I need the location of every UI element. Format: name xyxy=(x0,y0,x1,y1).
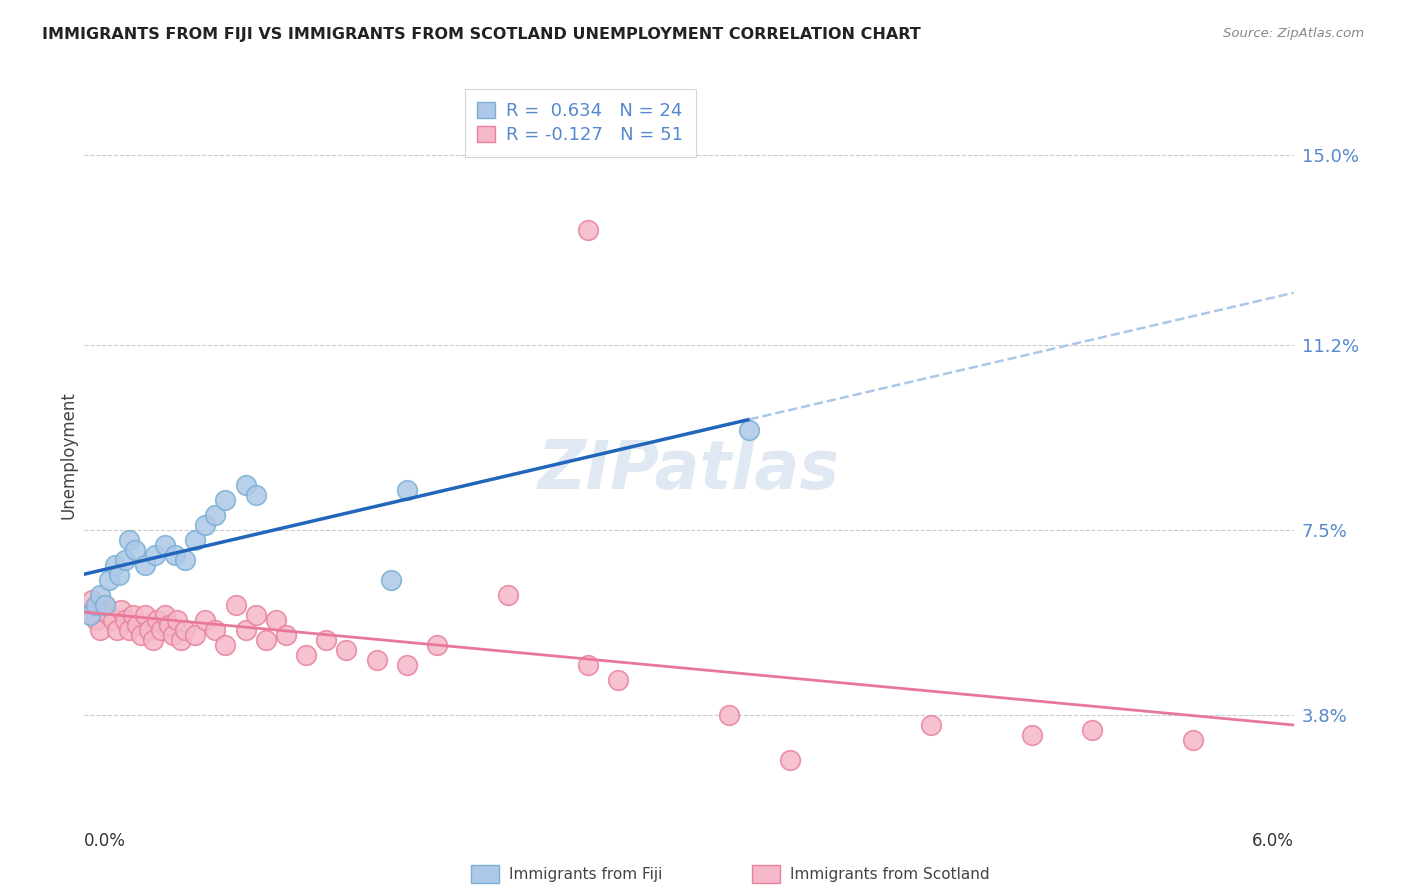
Point xyxy=(184,628,207,642)
Point xyxy=(366,653,388,667)
Point xyxy=(146,613,169,627)
Point xyxy=(121,607,143,622)
Point xyxy=(426,638,449,652)
Point xyxy=(77,603,100,617)
Point xyxy=(134,607,156,622)
Text: Immigrants from Fiji: Immigrants from Fiji xyxy=(509,867,662,881)
Point xyxy=(153,607,176,622)
Point xyxy=(125,617,148,632)
Point xyxy=(143,548,166,562)
Point xyxy=(920,717,942,731)
Point xyxy=(107,567,129,582)
Legend: R =  0.634   N = 24, R = -0.127   N = 51: R = 0.634 N = 24, R = -0.127 N = 51 xyxy=(464,89,696,156)
Point xyxy=(114,553,136,567)
Text: IMMIGRANTS FROM FIJI VS IMMIGRANTS FROM SCOTLAND UNEMPLOYMENT CORRELATION CHART: IMMIGRANTS FROM FIJI VS IMMIGRANTS FROM … xyxy=(42,27,921,42)
Point xyxy=(114,613,136,627)
Point xyxy=(718,707,741,722)
Point xyxy=(184,533,207,547)
Point xyxy=(235,623,257,637)
Point xyxy=(79,607,101,622)
Point xyxy=(124,542,146,557)
Point xyxy=(134,558,156,572)
Point xyxy=(496,588,519,602)
Point xyxy=(174,553,197,567)
Point xyxy=(170,632,193,647)
Point xyxy=(166,613,188,627)
Point xyxy=(194,613,217,627)
Point xyxy=(174,623,197,637)
Text: 0.0%: 0.0% xyxy=(84,832,127,850)
Point xyxy=(380,573,402,587)
Point xyxy=(395,483,418,497)
Text: Source: ZipAtlas.com: Source: ZipAtlas.com xyxy=(1223,27,1364,40)
Point xyxy=(204,623,226,637)
Point xyxy=(149,623,172,637)
Point xyxy=(86,613,108,627)
Point xyxy=(105,623,128,637)
Point xyxy=(315,632,337,647)
Point xyxy=(607,673,630,687)
Point xyxy=(118,623,141,637)
Point xyxy=(576,223,599,237)
Point xyxy=(214,492,236,507)
Y-axis label: Unemployment: Unemployment xyxy=(59,391,77,519)
Point xyxy=(101,613,124,627)
Text: ZIPatlas: ZIPatlas xyxy=(538,437,839,503)
Point xyxy=(1021,728,1043,742)
Text: Immigrants from Scotland: Immigrants from Scotland xyxy=(790,867,990,881)
Point xyxy=(245,488,267,502)
Point xyxy=(295,648,318,662)
Point xyxy=(97,573,120,587)
Point xyxy=(254,632,277,647)
Point xyxy=(194,517,217,532)
Point xyxy=(104,558,127,572)
Point xyxy=(97,607,120,622)
Point xyxy=(214,638,236,652)
Point xyxy=(93,598,115,612)
Point xyxy=(204,508,226,522)
Point xyxy=(157,617,180,632)
Point xyxy=(245,607,267,622)
Point xyxy=(1081,723,1104,737)
Point xyxy=(89,623,111,637)
Point xyxy=(274,628,297,642)
Point xyxy=(738,423,761,437)
Point xyxy=(89,588,111,602)
Point xyxy=(165,548,187,562)
Point xyxy=(225,598,247,612)
Point xyxy=(110,603,132,617)
Point xyxy=(395,657,418,672)
Point xyxy=(576,657,599,672)
Point xyxy=(153,538,176,552)
Point xyxy=(779,753,801,767)
Point xyxy=(335,642,357,657)
Point xyxy=(118,533,141,547)
Text: 6.0%: 6.0% xyxy=(1251,832,1294,850)
Point xyxy=(129,628,152,642)
Point xyxy=(1181,732,1204,747)
Point xyxy=(142,632,165,647)
Point xyxy=(264,613,287,627)
Point xyxy=(93,598,115,612)
Point xyxy=(138,623,160,637)
Point xyxy=(235,478,257,492)
Point xyxy=(86,598,108,612)
Point xyxy=(82,592,104,607)
Point xyxy=(162,628,184,642)
